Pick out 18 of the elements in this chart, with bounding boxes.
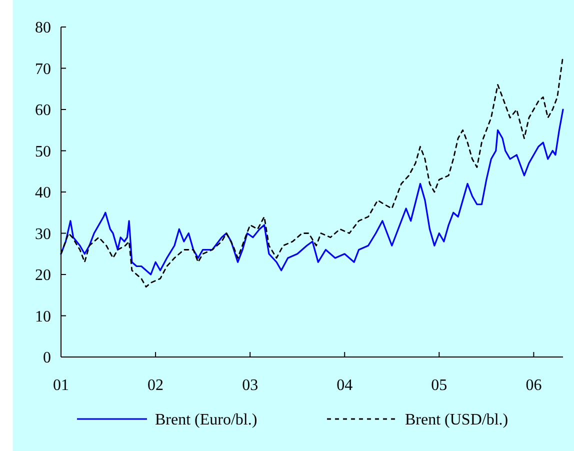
x-tick-label: 03 [242, 377, 258, 394]
y-tick-label: 70 [35, 60, 51, 78]
x-tick-label: 05 [431, 377, 448, 394]
y-tick-label: 10 [35, 308, 51, 326]
y-tick-label: 20 [35, 267, 51, 284]
y-tick-label: 60 [35, 102, 51, 120]
x-tick-label: 01 [53, 377, 69, 394]
legend-label: Brent (Euro/bl.) [155, 412, 258, 429]
y-tick-label: 50 [35, 143, 51, 160]
legend-label: Brent (USD/bl.) [405, 412, 508, 429]
y-tick-label: 30 [35, 226, 51, 243]
y-tick-label: 0 [43, 350, 51, 367]
x-tick-label: 06 [526, 377, 542, 394]
y-tick-label: 80 [35, 20, 51, 37]
y-tick-label: 40 [35, 184, 51, 202]
x-tick-label: 04 [336, 377, 353, 394]
x-tick-label: 02 [148, 377, 164, 394]
line-series [60, 108, 564, 276]
